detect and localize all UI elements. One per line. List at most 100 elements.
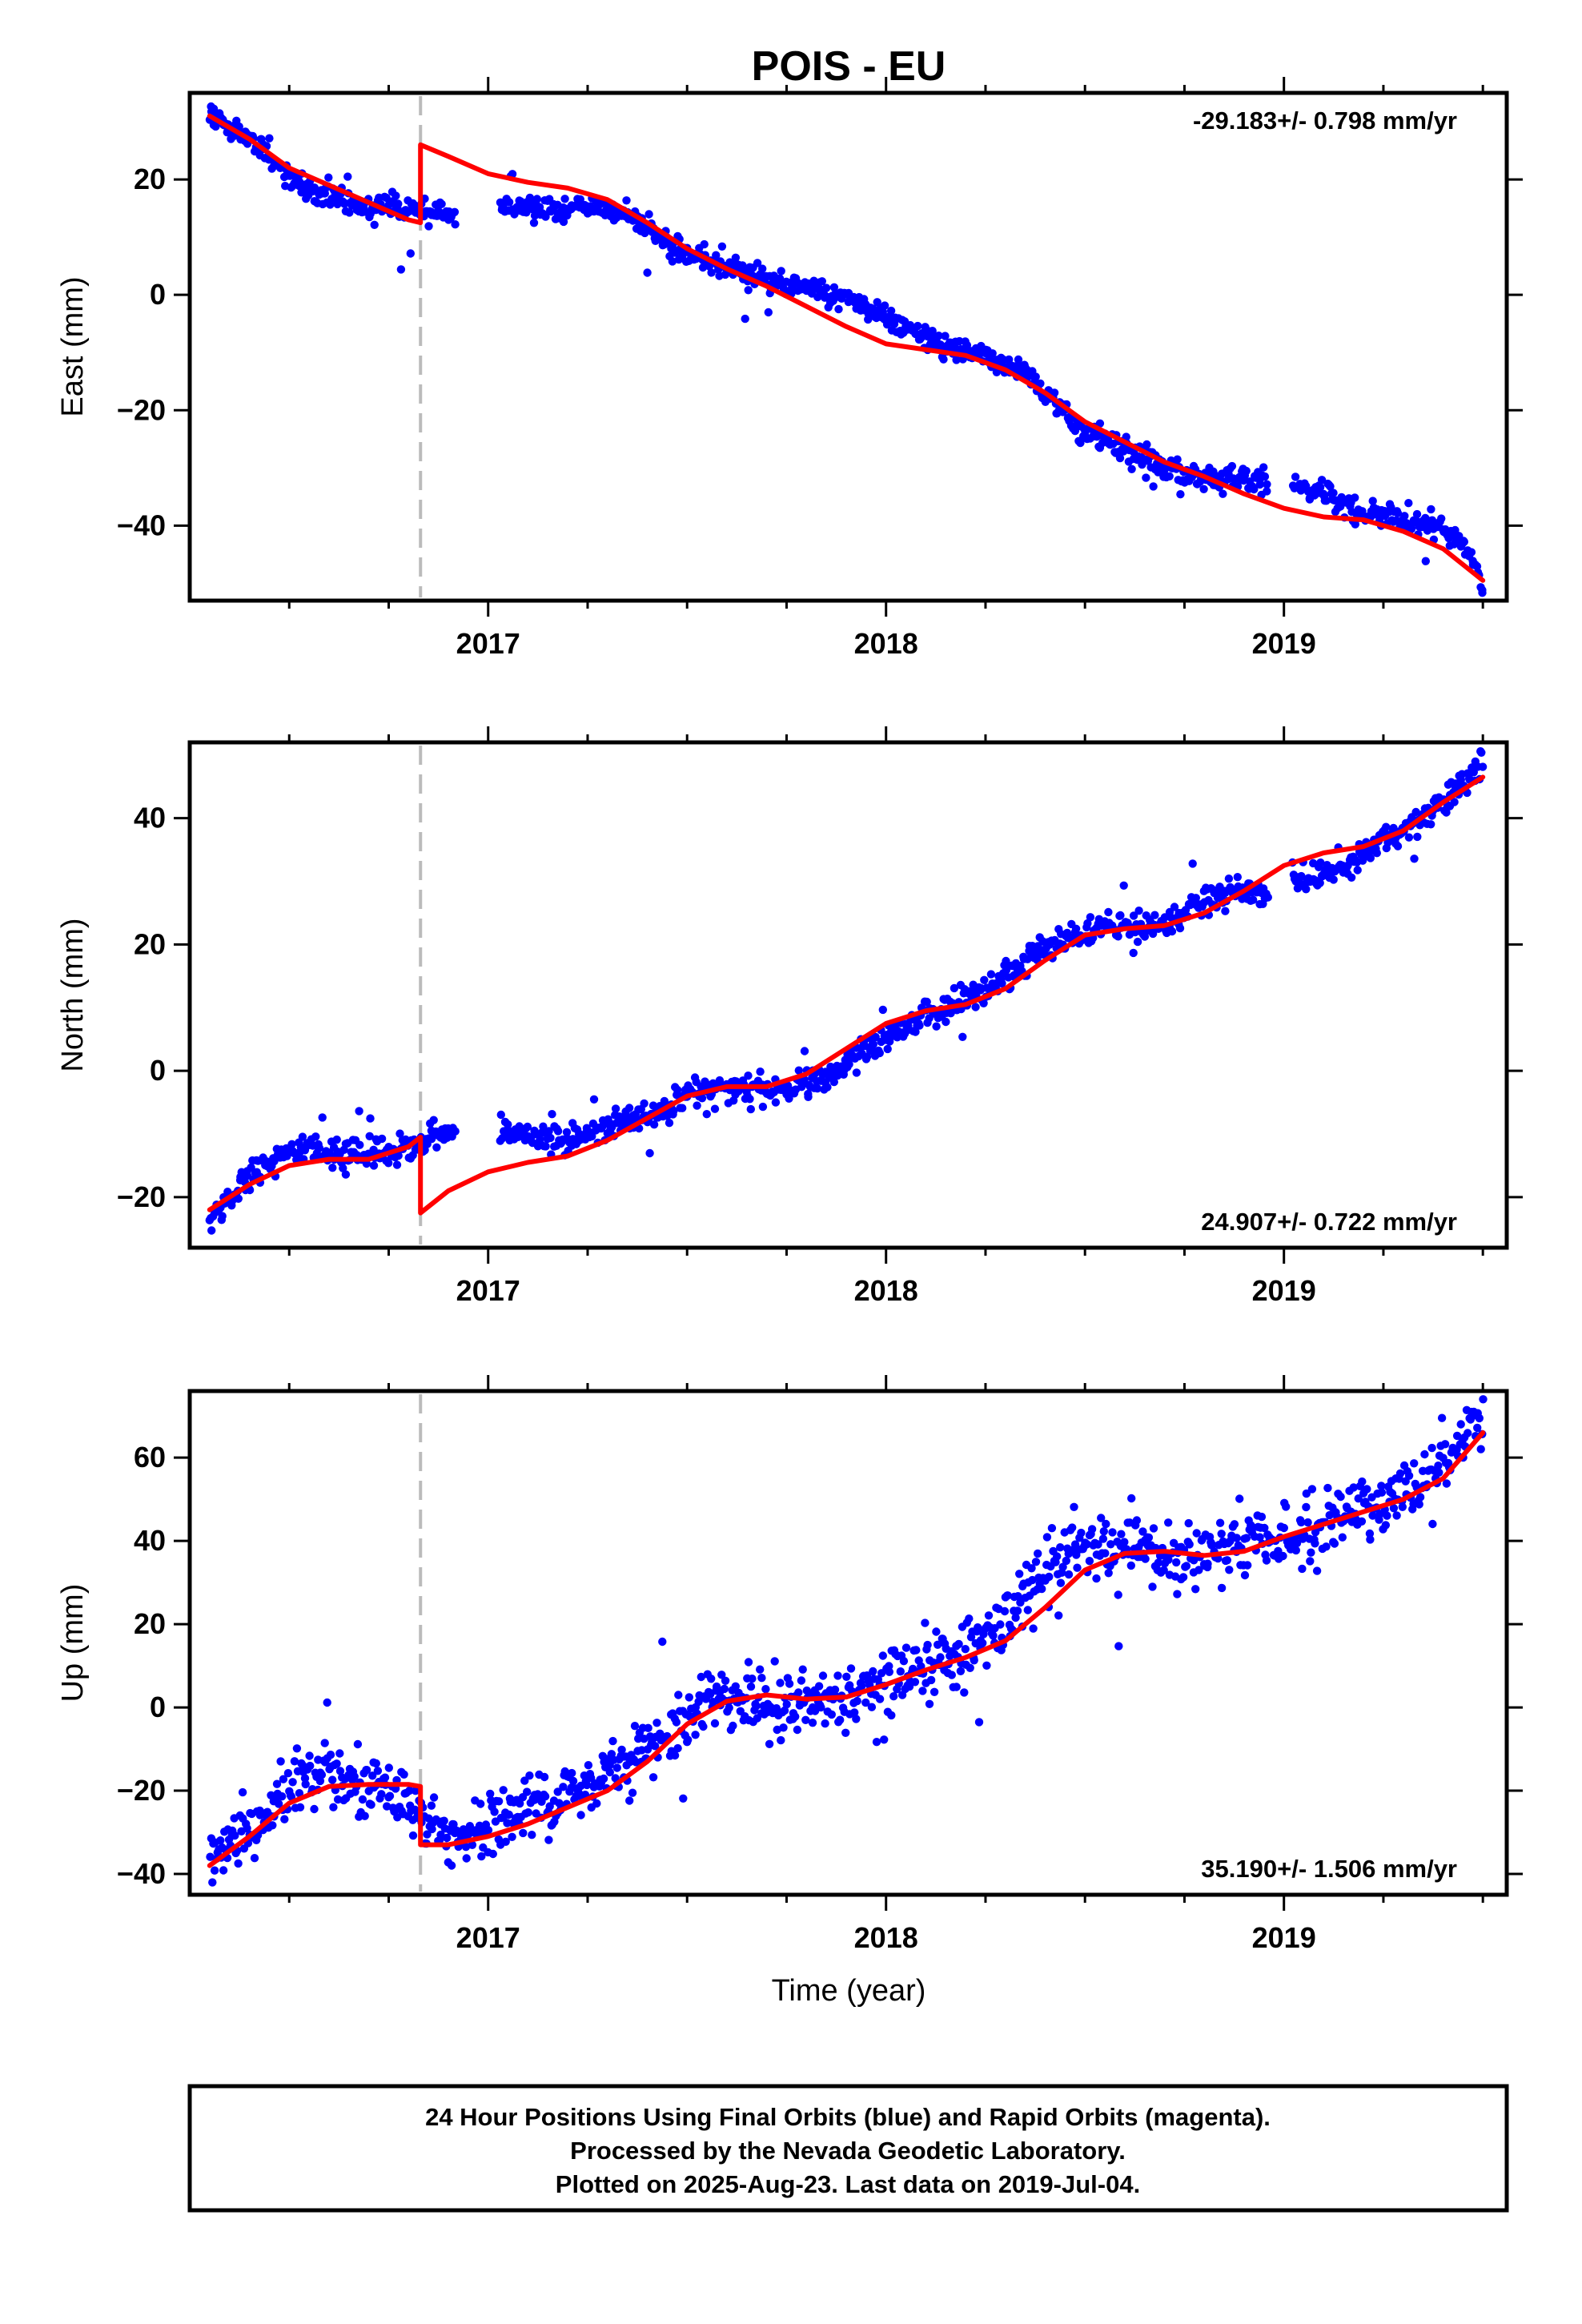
data-point: [852, 1715, 861, 1723]
data-point: [910, 1678, 920, 1687]
data-point: [1023, 955, 1032, 963]
data-point: [367, 1800, 375, 1809]
data-point: [925, 1699, 934, 1708]
data-point: [921, 1618, 930, 1627]
data-point: [1099, 1527, 1109, 1536]
data-point: [1164, 1555, 1173, 1565]
data-point: [1047, 1524, 1057, 1533]
data-point: [1404, 499, 1413, 508]
data-point: [1312, 1566, 1322, 1575]
data-point: [295, 1789, 304, 1798]
data-point: [958, 1032, 967, 1042]
plot-area: [205, 746, 1488, 1244]
data-point: [1148, 929, 1158, 939]
data-point: [234, 1194, 243, 1204]
y-tick-label: −40: [117, 1857, 166, 1890]
data-point: [841, 1728, 850, 1737]
data-point: [793, 1725, 802, 1735]
data-point: [553, 1127, 563, 1136]
data-point: [1178, 1573, 1188, 1582]
data-point: [1442, 808, 1451, 817]
data-point: [821, 283, 831, 292]
data-point: [936, 1653, 945, 1662]
data-point: [290, 1757, 299, 1766]
data-point: [1085, 1557, 1094, 1566]
data-point: [960, 1688, 969, 1697]
data-point: [1056, 1578, 1066, 1587]
data-point: [1315, 483, 1325, 492]
data-point: [1076, 438, 1085, 448]
data-point: [295, 1803, 305, 1811]
data-point: [476, 1799, 485, 1808]
data-point: [1094, 1540, 1102, 1549]
data-point: [343, 172, 352, 181]
data-point: [584, 1761, 593, 1770]
data-point: [1428, 1519, 1437, 1529]
data-point: [665, 1119, 674, 1128]
data-point: [243, 1823, 251, 1833]
data-point: [1034, 1549, 1042, 1558]
data-point: [1398, 1502, 1407, 1512]
data-point: [842, 1672, 851, 1681]
data-point: [1071, 924, 1081, 934]
data-point: [1336, 1492, 1345, 1502]
data-point: [539, 1122, 548, 1131]
data-point: [1160, 913, 1170, 922]
data-point: [1217, 1530, 1226, 1538]
data-point: [1098, 1534, 1108, 1543]
data-point: [1073, 1563, 1082, 1572]
data-point: [1322, 1542, 1331, 1551]
data-point: [1383, 1511, 1391, 1520]
data-point: [1119, 881, 1128, 891]
data-point: [1437, 514, 1446, 523]
data-point: [717, 242, 727, 251]
data-point: [1173, 1590, 1182, 1598]
data-point: [276, 1757, 285, 1766]
data-point: [979, 999, 988, 1008]
data-point: [238, 1787, 247, 1797]
data-point: [872, 1738, 881, 1747]
data-point: [1154, 1558, 1163, 1567]
data-point: [622, 196, 631, 205]
data-point: [954, 1639, 963, 1649]
data-point: [1000, 1606, 1010, 1616]
data-point: [340, 199, 349, 207]
y-tick-label: 60: [134, 1441, 166, 1474]
data-point: [1027, 1564, 1036, 1573]
data-point: [782, 1700, 791, 1709]
data-point: [544, 1127, 553, 1136]
data-point: [691, 1731, 700, 1739]
data-point: [207, 1226, 216, 1235]
data-point: [1421, 557, 1431, 565]
data-point: [1282, 1502, 1291, 1511]
data-point: [1279, 1551, 1287, 1561]
data-point: [850, 1708, 859, 1717]
y-tick-label: 40: [134, 802, 166, 834]
data-point: [1133, 937, 1142, 947]
data-point: [608, 1736, 617, 1746]
data-point: [1002, 956, 1010, 966]
data-point: [986, 970, 996, 979]
data-point: [1192, 1529, 1201, 1538]
data-point: [753, 259, 762, 267]
data-point: [823, 1083, 832, 1092]
data-point: [462, 1854, 471, 1863]
data-point: [1410, 854, 1419, 863]
data-point: [1029, 1624, 1038, 1633]
data-point: [210, 1866, 219, 1875]
data-point: [744, 1072, 753, 1080]
data-point: [971, 1003, 980, 1011]
data-point: [1083, 919, 1092, 928]
data-point: [697, 1672, 705, 1682]
data-point: [1132, 1516, 1142, 1525]
data-point: [965, 1614, 974, 1623]
data-point: [541, 212, 550, 221]
data-point: [1291, 472, 1300, 481]
data-point: [617, 1745, 626, 1755]
data-point: [568, 1776, 578, 1786]
data-point: [896, 1667, 905, 1676]
data-point: [1415, 1493, 1425, 1502]
data-point: [752, 1702, 761, 1711]
panel-north: 2017 2018 2019 40 20 0 −20 North (mm) 24.907+/- …: [56, 726, 1523, 1307]
data-point: [611, 1104, 620, 1113]
